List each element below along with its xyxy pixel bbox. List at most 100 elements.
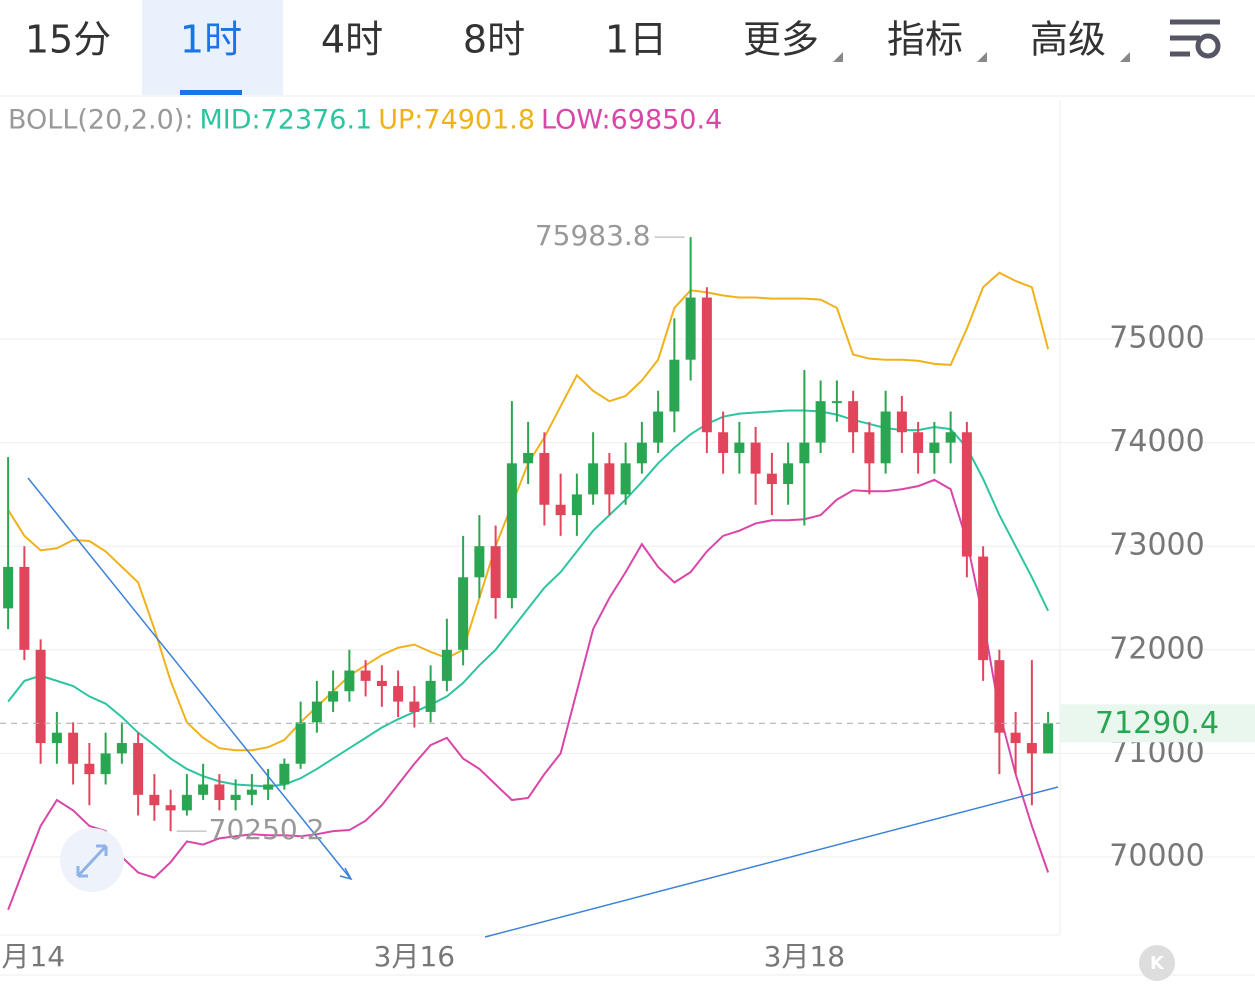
candle-body <box>620 463 631 495</box>
expand-icon <box>76 844 108 878</box>
candle-body <box>815 401 826 443</box>
candle-body <box>945 432 956 443</box>
candle-body <box>116 743 127 754</box>
candle-body <box>669 359 680 412</box>
x-tick-label: 3月18 <box>764 940 845 973</box>
candle-body <box>864 432 875 464</box>
tab[interactable]: 4时 <box>321 18 383 62</box>
x-tick-label: 3月16 <box>374 940 455 973</box>
candle-body <box>750 442 761 474</box>
candle-body <box>848 401 859 433</box>
candle-body <box>555 504 566 516</box>
candle-body <box>198 784 209 795</box>
tab[interactable]: 指标 <box>887 18 963 62</box>
tab[interactable]: 15分 <box>25 18 111 62</box>
dropdown-caret <box>1120 52 1130 62</box>
scroll-icon: K <box>1150 953 1165 974</box>
candle-body <box>393 686 404 702</box>
candle-body <box>100 753 111 775</box>
candle-body <box>701 297 712 433</box>
candle-body <box>994 660 1005 733</box>
candle-body <box>913 432 924 453</box>
candle-body <box>458 577 469 650</box>
boll-line <box>7 271 1050 752</box>
candle-body <box>734 442 745 453</box>
tab[interactable]: 8时 <box>463 18 525 62</box>
legend-entry: MID:72376.1 <box>199 105 372 136</box>
candle-body <box>588 463 599 495</box>
candle-body <box>214 784 225 801</box>
candle-body <box>133 743 144 795</box>
candle-body <box>896 411 907 433</box>
tab[interactable]: 更多 <box>743 18 819 62</box>
candle-body <box>604 463 615 495</box>
legend-entry: BOLL(20,2.0): <box>8 105 193 136</box>
y-tick-label: 70000 <box>1109 838 1204 873</box>
active-tab-bg <box>142 0 283 95</box>
legend-entry: LOW:69850.4 <box>541 105 722 136</box>
candle-body <box>1043 723 1054 754</box>
y-tick-label: 73000 <box>1109 528 1204 563</box>
candle-body <box>295 722 306 764</box>
candle-body <box>523 452 534 464</box>
candle-body <box>766 473 777 485</box>
candle-body <box>831 401 842 404</box>
candle-body <box>506 463 517 598</box>
candle-body <box>799 442 810 464</box>
high-label: 75983.8 <box>535 219 651 252</box>
candle-body <box>51 732 62 744</box>
candle-body <box>311 701 322 723</box>
candle-body <box>929 442 940 453</box>
scroll-button[interactable] <box>1139 945 1175 981</box>
candle-body <box>539 452 550 505</box>
candle-body <box>571 494 582 516</box>
trend-arrow <box>339 867 353 881</box>
candle-body <box>783 463 794 485</box>
candle-body <box>328 691 339 702</box>
candle-body <box>880 411 891 464</box>
candle-body <box>685 297 696 360</box>
candle-body <box>490 546 501 598</box>
candle-body <box>636 442 647 464</box>
tab[interactable]: 1时 <box>180 18 242 62</box>
x-tick-label: 3月14 <box>0 940 65 973</box>
last-price-box <box>1060 704 1255 743</box>
dropdown-caret <box>833 52 843 62</box>
candle-body <box>165 805 176 811</box>
last-price-label: 71290.4 <box>1095 706 1219 741</box>
trend-line <box>484 786 1059 938</box>
tab[interactable]: 1日 <box>605 18 667 62</box>
candle-body <box>246 789 257 795</box>
tab[interactable]: 高级 <box>1030 18 1106 62</box>
candle-body <box>376 680 387 687</box>
candle-body <box>3 566 14 609</box>
candle-body <box>474 546 485 578</box>
candle-body <box>68 732 79 764</box>
trend-line <box>27 477 351 879</box>
boll-line <box>7 409 1050 788</box>
candle-body <box>961 432 972 557</box>
active-tab-indicator <box>180 90 242 95</box>
y-tick-label: 72000 <box>1109 631 1204 666</box>
legend-entry: UP:74901.8 <box>378 105 535 136</box>
y-tick-label: 74000 <box>1109 424 1204 459</box>
candle-body <box>718 432 729 453</box>
candle-body <box>263 784 274 790</box>
candle-body <box>344 670 355 692</box>
candle-body <box>84 763 95 775</box>
y-tick-label: 75000 <box>1109 321 1204 356</box>
boll-line <box>7 478 1050 911</box>
candle-body <box>1026 743 1037 754</box>
candle-body <box>279 763 290 785</box>
low-label: 70250.2 <box>209 813 325 846</box>
settings-icon[interactable] <box>1170 19 1221 59</box>
candle-body <box>181 794 192 811</box>
dropdown-caret <box>977 52 987 62</box>
plot <box>0 237 1255 911</box>
candle-body <box>653 411 664 443</box>
candle-body <box>441 649 452 681</box>
candle-body <box>425 680 436 712</box>
candle-body <box>409 701 420 712</box>
